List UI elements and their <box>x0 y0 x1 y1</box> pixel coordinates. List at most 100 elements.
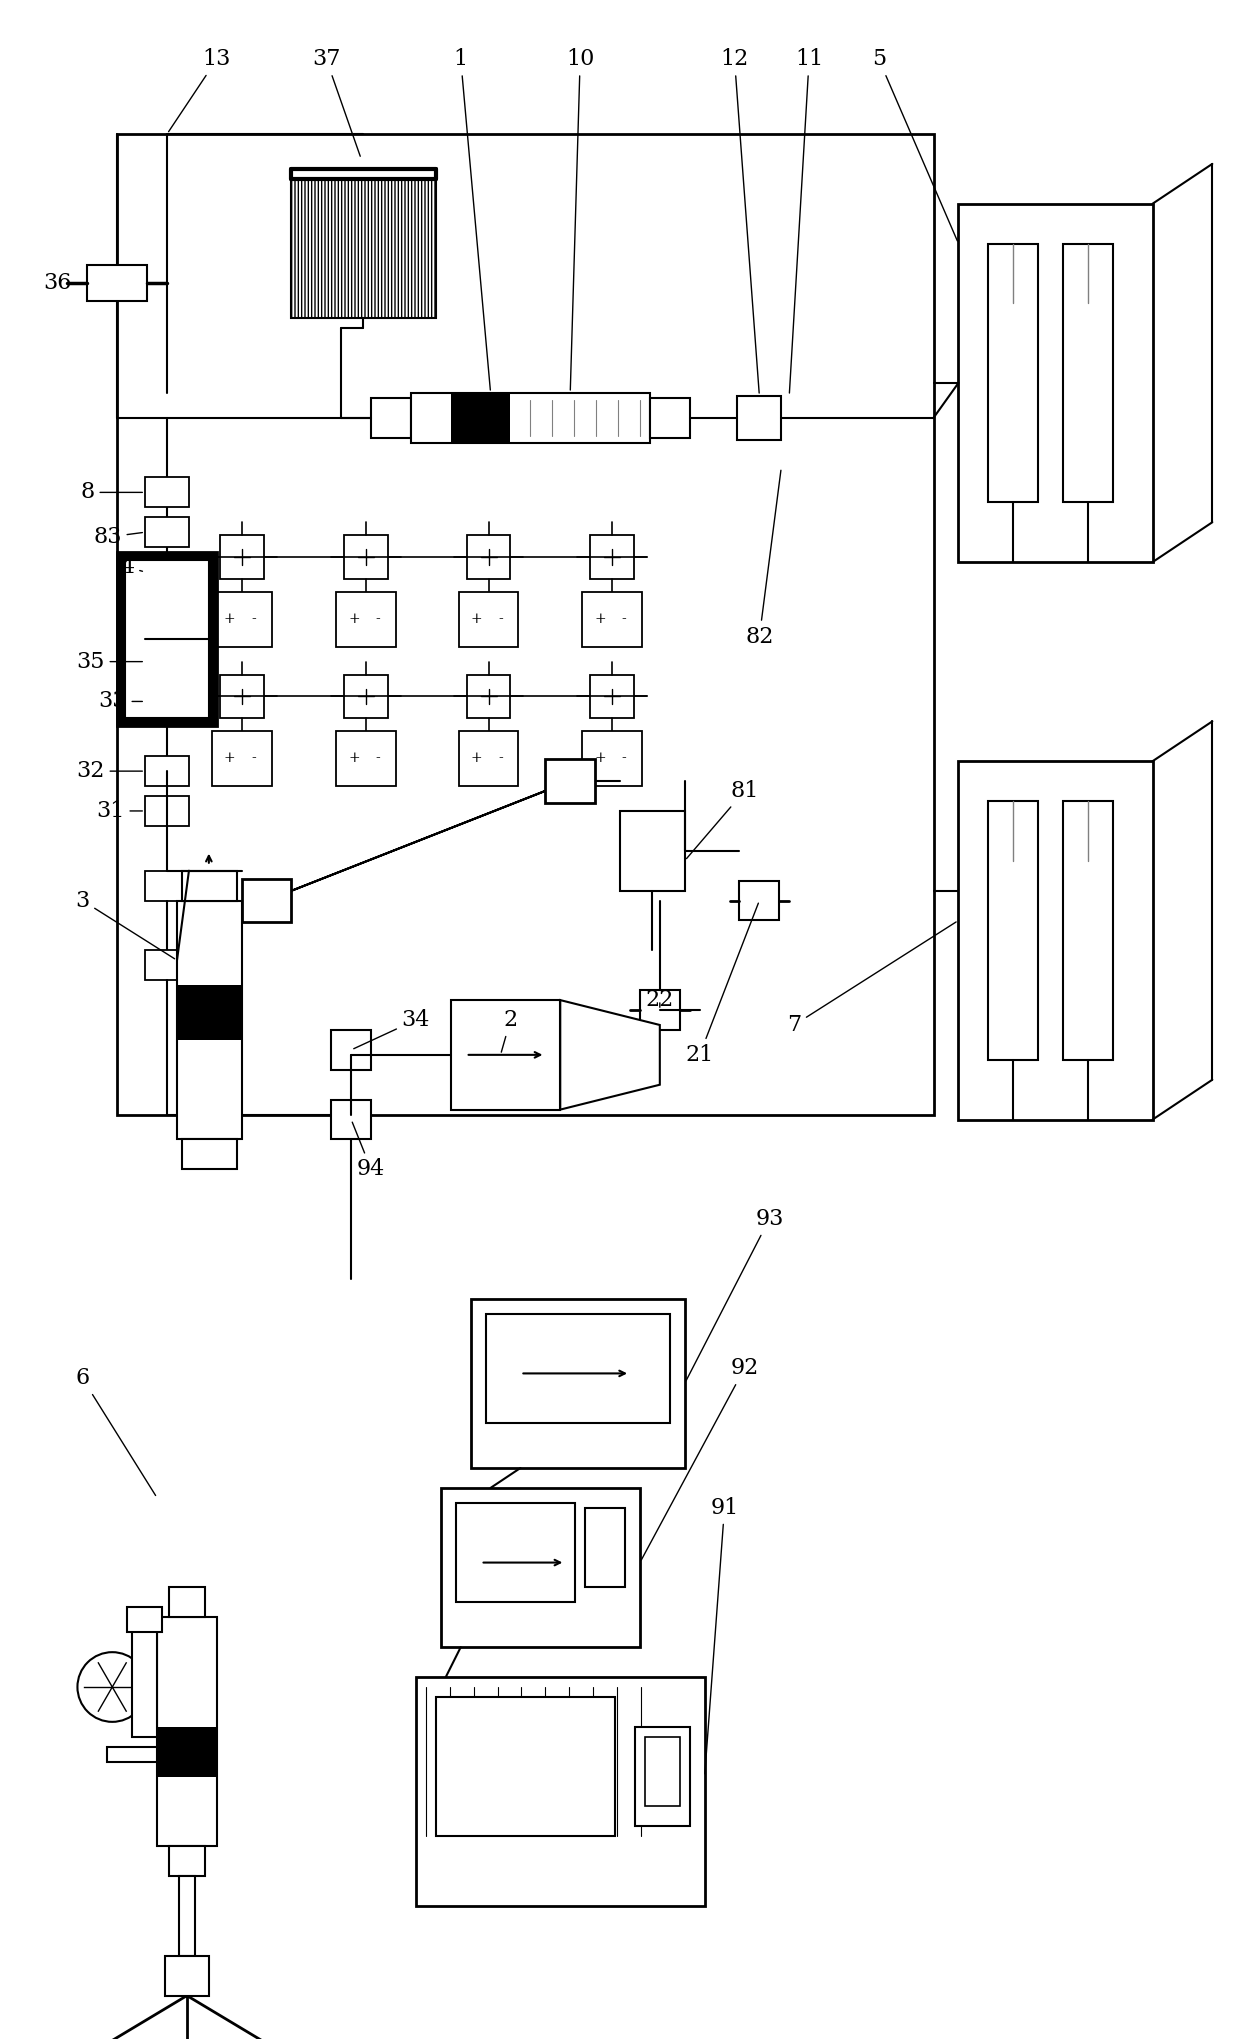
Text: 6: 6 <box>76 1367 155 1496</box>
Text: 13: 13 <box>169 49 231 131</box>
Text: +: + <box>224 752 236 764</box>
Bar <box>108 1748 157 1762</box>
Text: 8: 8 <box>81 482 143 503</box>
Bar <box>145 871 188 901</box>
Bar <box>582 593 642 646</box>
Bar <box>988 801 1038 1061</box>
Bar <box>459 593 518 646</box>
Bar <box>157 1727 217 1776</box>
Bar <box>219 675 264 717</box>
Text: -: - <box>376 611 381 625</box>
Polygon shape <box>368 834 436 861</box>
Bar <box>582 732 642 787</box>
Text: -: - <box>252 611 255 625</box>
Bar <box>128 1607 162 1633</box>
Bar <box>180 985 239 1040</box>
Bar <box>331 1100 371 1139</box>
Text: 21: 21 <box>686 903 759 1065</box>
Bar <box>182 871 237 901</box>
Text: 5: 5 <box>872 49 957 241</box>
Bar <box>165 1956 208 1995</box>
Bar <box>118 552 217 726</box>
Bar <box>182 1139 237 1169</box>
Text: +: + <box>471 752 482 764</box>
Bar <box>640 989 680 1030</box>
Bar <box>459 732 518 787</box>
Bar <box>371 399 410 437</box>
Text: 37: 37 <box>312 49 361 155</box>
Bar <box>466 536 511 578</box>
Bar <box>590 675 634 717</box>
Text: -: - <box>252 752 255 764</box>
Bar <box>145 756 188 787</box>
Text: -: - <box>621 752 626 764</box>
Bar <box>242 879 291 922</box>
Bar <box>219 536 264 578</box>
Bar <box>212 593 272 646</box>
Text: 34: 34 <box>353 1010 430 1049</box>
Bar <box>1063 801 1112 1061</box>
Text: 11: 11 <box>790 49 823 392</box>
Bar <box>133 1627 157 1737</box>
Text: 33: 33 <box>98 691 143 713</box>
Bar <box>118 135 934 1114</box>
Text: -: - <box>621 611 626 625</box>
Polygon shape <box>417 814 485 842</box>
Bar <box>145 795 188 826</box>
Text: +: + <box>348 611 360 625</box>
Bar <box>145 687 188 715</box>
Bar <box>645 1737 680 1807</box>
Bar <box>345 675 388 717</box>
Bar <box>145 478 188 507</box>
Bar <box>959 204 1153 562</box>
Bar <box>650 399 689 437</box>
Bar <box>336 593 396 646</box>
Text: +: + <box>594 611 606 625</box>
Polygon shape <box>248 775 589 908</box>
Bar <box>291 178 435 319</box>
Bar <box>635 1727 689 1827</box>
Text: +: + <box>594 752 606 764</box>
Text: 91: 91 <box>704 1496 739 1774</box>
Bar <box>440 1488 640 1647</box>
Text: 1: 1 <box>454 49 490 390</box>
Text: 94: 94 <box>352 1122 386 1179</box>
Polygon shape <box>469 795 537 822</box>
Bar <box>87 266 148 300</box>
Text: -: - <box>498 752 503 764</box>
Text: 10: 10 <box>565 49 594 390</box>
Bar <box>212 732 272 787</box>
Bar <box>179 1876 195 1956</box>
Text: 92: 92 <box>641 1357 759 1560</box>
Bar <box>169 1588 205 1617</box>
Bar <box>959 760 1153 1120</box>
Bar <box>738 397 781 439</box>
Text: +: + <box>348 752 360 764</box>
Polygon shape <box>560 1000 660 1110</box>
Text: -: - <box>498 611 503 625</box>
Bar <box>1063 243 1112 503</box>
Bar <box>451 392 511 444</box>
Bar <box>585 1508 625 1588</box>
Bar <box>435 1697 615 1836</box>
Bar <box>157 1617 217 1846</box>
Text: 35: 35 <box>76 650 143 672</box>
Text: 12: 12 <box>720 49 759 392</box>
Bar <box>620 811 684 891</box>
Text: +: + <box>224 611 236 625</box>
Bar <box>546 758 595 803</box>
Text: 7: 7 <box>787 922 956 1036</box>
Bar <box>739 881 779 920</box>
Text: +: + <box>471 611 482 625</box>
Bar <box>415 1676 704 1905</box>
Text: 32: 32 <box>76 760 143 783</box>
Bar <box>145 646 188 677</box>
Bar <box>466 675 511 717</box>
Bar <box>145 558 188 587</box>
Text: 82: 82 <box>745 470 781 648</box>
Bar <box>125 560 208 717</box>
Bar <box>145 950 188 981</box>
Text: 93: 93 <box>686 1208 784 1382</box>
Bar <box>169 1846 205 1876</box>
Bar <box>451 1000 560 1110</box>
